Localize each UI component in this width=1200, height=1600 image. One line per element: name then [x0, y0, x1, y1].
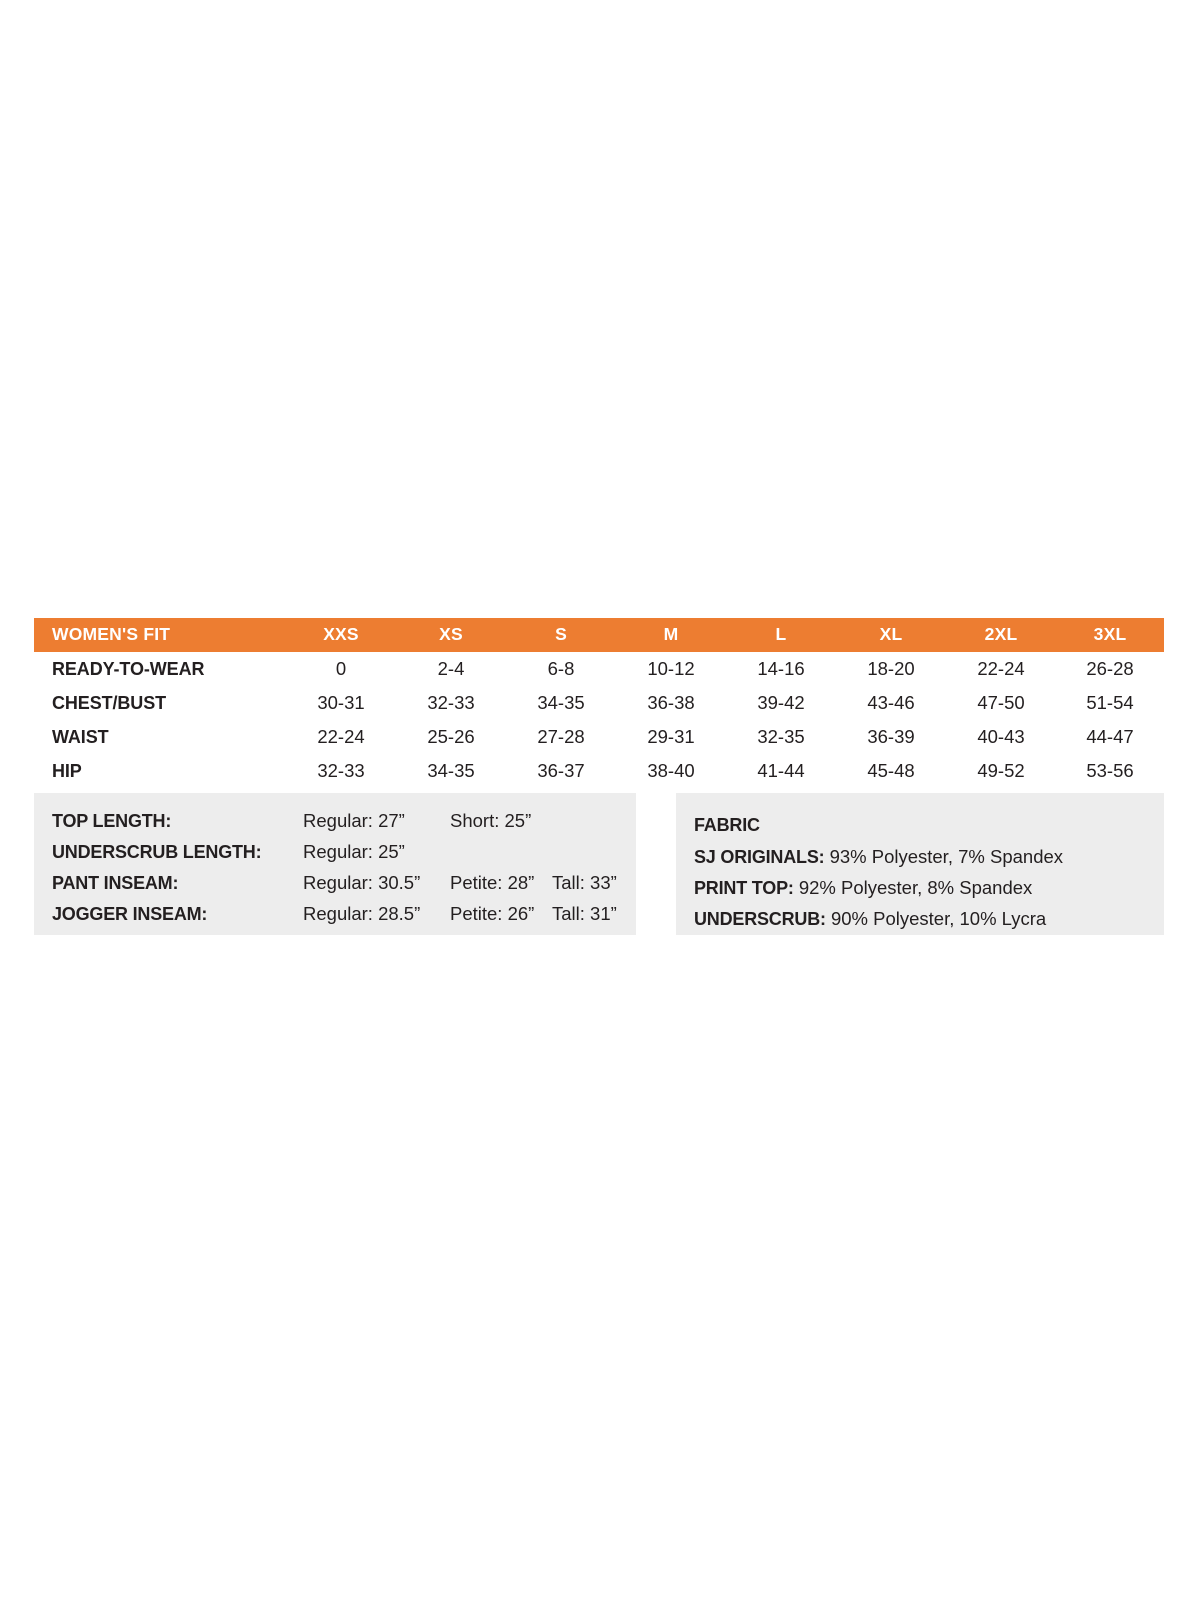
fabric-list: FABRIC SJ ORIGINALS: 93% Polyester, 7% S… [694, 810, 1154, 934]
measurement-value-petite: Petite: 26” [450, 903, 535, 924]
fabric-value-print-top: 92% Polyester, 8% Spandex [798, 877, 1033, 898]
fabric-label-sj-originals: SJ ORIGINALS: [694, 847, 825, 867]
measurement-label-top-length: TOP LENGTH: [52, 811, 172, 831]
row-label-chest-bust: CHEST/BUST [52, 692, 167, 713]
cell: 0 [335, 658, 347, 679]
cell: 32-33 [317, 760, 365, 781]
cell: 14-16 [757, 658, 805, 679]
cell: 25-26 [427, 726, 475, 747]
fabric-panel-title: FABRIC [694, 815, 760, 835]
measurement-value-regular: Regular: 27” [303, 810, 405, 831]
table-row: READY-TO-WEAR 0 2-4 6-8 10-12 14-16 18-2… [34, 652, 1164, 686]
cell: 2-4 [437, 658, 465, 679]
measurement-label-jogger-inseam: JOGGER INSEAM: [52, 904, 208, 924]
column-header-xxs: XXS [323, 624, 359, 644]
list-item: PANT INSEAM: Regular: 30.5” Petite: 28” … [52, 872, 622, 903]
cell: 53-56 [1086, 760, 1134, 781]
row-label-ready-to-wear: READY-TO-WEAR [52, 658, 205, 679]
cell: 29-31 [647, 726, 695, 747]
row-label-waist: WAIST [52, 726, 109, 747]
cell: 26-28 [1086, 658, 1134, 679]
cell: 47-50 [977, 692, 1025, 713]
measurement-value-regular: Regular: 25” [303, 841, 405, 862]
fabric-label-print-top: PRINT TOP: [694, 878, 794, 898]
table-row: HIP 32-33 34-35 36-37 38-40 41-44 45-48 … [34, 754, 1164, 788]
info-panels: TOP LENGTH: Regular: 27” Short: 25” UNDE… [34, 793, 1164, 935]
cell: 32-33 [427, 692, 475, 713]
measurement-value-petite: Petite: 28” [450, 872, 535, 893]
fabric-value-underscrub: 90% Polyester, 10% Lycra [830, 908, 1047, 929]
cell: 34-35 [427, 760, 475, 781]
list-item: PRINT TOP: 92% Polyester, 8% Spandex [694, 872, 1154, 903]
measurement-value-regular: Regular: 28.5” [303, 903, 421, 924]
column-header-m: M [663, 624, 679, 644]
table-row: WAIST 22-24 25-26 27-28 29-31 32-35 36-3… [34, 720, 1164, 754]
cell: 22-24 [317, 726, 365, 747]
measurement-value-tall: Tall: 33” [552, 872, 617, 893]
row-label-hip: HIP [52, 760, 82, 781]
size-chart-table: WOMEN'S FIT XXS XS S M L XL 2XL 3XL READ… [34, 618, 1164, 788]
cell: 39-42 [757, 692, 805, 713]
cell: 36-39 [867, 726, 915, 747]
cell: 30-31 [317, 692, 365, 713]
cell: 36-37 [537, 760, 585, 781]
column-header-title: WOMEN'S FIT [52, 624, 171, 644]
fabric-label-underscrub: UNDERSCRUB: [694, 909, 826, 929]
cell: 6-8 [547, 658, 575, 679]
measurement-value-short: Short: 25” [450, 810, 532, 831]
table-header-row: WOMEN'S FIT XXS XS S M L XL 2XL 3XL [34, 618, 1164, 652]
column-header-xl: XL [879, 624, 903, 644]
column-header-l: L [775, 624, 787, 644]
cell: 36-38 [647, 692, 695, 713]
size-chart-header: WOMEN'S FIT XXS XS S M L XL 2XL 3XL [34, 618, 1164, 652]
list-item: SJ ORIGINALS: 93% Polyester, 7% Spandex [694, 841, 1154, 872]
column-header-s: S [555, 624, 567, 644]
measurement-value-regular: Regular: 30.5” [303, 872, 421, 893]
list-item: UNDERSCRUB: 90% Polyester, 10% Lycra [694, 903, 1154, 934]
size-chart-body: READY-TO-WEAR 0 2-4 6-8 10-12 14-16 18-2… [34, 652, 1164, 788]
cell: 49-52 [977, 760, 1025, 781]
list-item: TOP LENGTH: Regular: 27” Short: 25” [52, 810, 622, 841]
cell: 27-28 [537, 726, 585, 747]
cell: 43-46 [867, 692, 915, 713]
list-item: UNDERSCRUB LENGTH: Regular: 25” [52, 841, 622, 872]
column-header-3xl: 3XL [1093, 624, 1127, 644]
cell: 32-35 [757, 726, 805, 747]
measurement-value-tall: Tall: 31” [552, 903, 617, 924]
womens-fit-size-chart: WOMEN'S FIT XXS XS S M L XL 2XL 3XL READ… [34, 618, 1164, 788]
measurements-panel: TOP LENGTH: Regular: 27” Short: 25” UNDE… [34, 793, 636, 935]
measurement-label-pant-inseam: PANT INSEAM: [52, 873, 179, 893]
column-header-xs: XS [439, 624, 463, 644]
column-header-2xl: 2XL [984, 624, 1018, 644]
fabric-panel: FABRIC SJ ORIGINALS: 93% Polyester, 7% S… [676, 793, 1164, 935]
measurements-list: TOP LENGTH: Regular: 27” Short: 25” UNDE… [52, 810, 622, 934]
cell: 10-12 [647, 658, 695, 679]
table-row: CHEST/BUST 30-31 32-33 34-35 36-38 39-42… [34, 686, 1164, 720]
cell: 44-47 [1086, 726, 1134, 747]
cell: 18-20 [867, 658, 915, 679]
cell: 38-40 [647, 760, 695, 781]
cell: 45-48 [867, 760, 915, 781]
list-item: JOGGER INSEAM: Regular: 28.5” Petite: 26… [52, 903, 622, 934]
cell: 41-44 [757, 760, 805, 781]
cell: 51-54 [1086, 692, 1134, 713]
fabric-value-sj-originals: 93% Polyester, 7% Spandex [829, 846, 1064, 867]
measurement-label-underscrub-length: UNDERSCRUB LENGTH: [52, 842, 262, 862]
cell: 40-43 [977, 726, 1025, 747]
cell: 34-35 [537, 692, 585, 713]
cell: 22-24 [977, 658, 1025, 679]
